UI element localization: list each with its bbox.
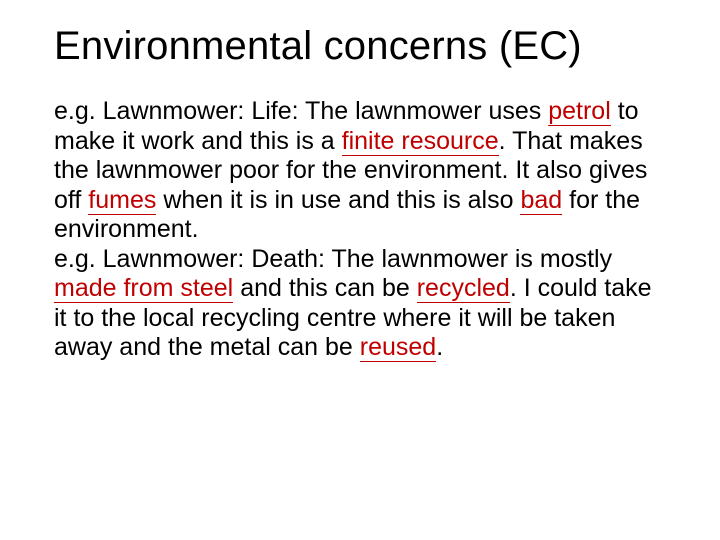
highlight-finite-resource: finite resource <box>342 127 499 156</box>
highlight-reused: reused <box>360 333 436 362</box>
highlight-fumes: fumes <box>88 186 156 215</box>
page-title: Environmental concerns (EC) <box>54 24 666 69</box>
highlight-made-from-steel: made from steel <box>54 274 233 303</box>
highlight-bad: bad <box>520 186 562 215</box>
text-segment: and this can be <box>233 274 416 302</box>
text-segment: when it is in use and this is also <box>156 186 520 214</box>
text-segment: e.g. Lawnmower: Life: The lawnmower uses <box>54 97 548 125</box>
highlight-recycled: recycled <box>417 274 510 303</box>
highlight-petrol: petrol <box>548 97 611 126</box>
text-segment: e.g. Lawnmower: Death: The lawnmower is … <box>54 245 612 273</box>
body-content: e.g. Lawnmower: Life: The lawnmower uses… <box>54 97 666 363</box>
paragraph-life: e.g. Lawnmower: Life: The lawnmower uses… <box>54 97 666 245</box>
paragraph-death: e.g. Lawnmower: Death: The lawnmower is … <box>54 245 666 363</box>
text-segment: . <box>436 333 443 361</box>
